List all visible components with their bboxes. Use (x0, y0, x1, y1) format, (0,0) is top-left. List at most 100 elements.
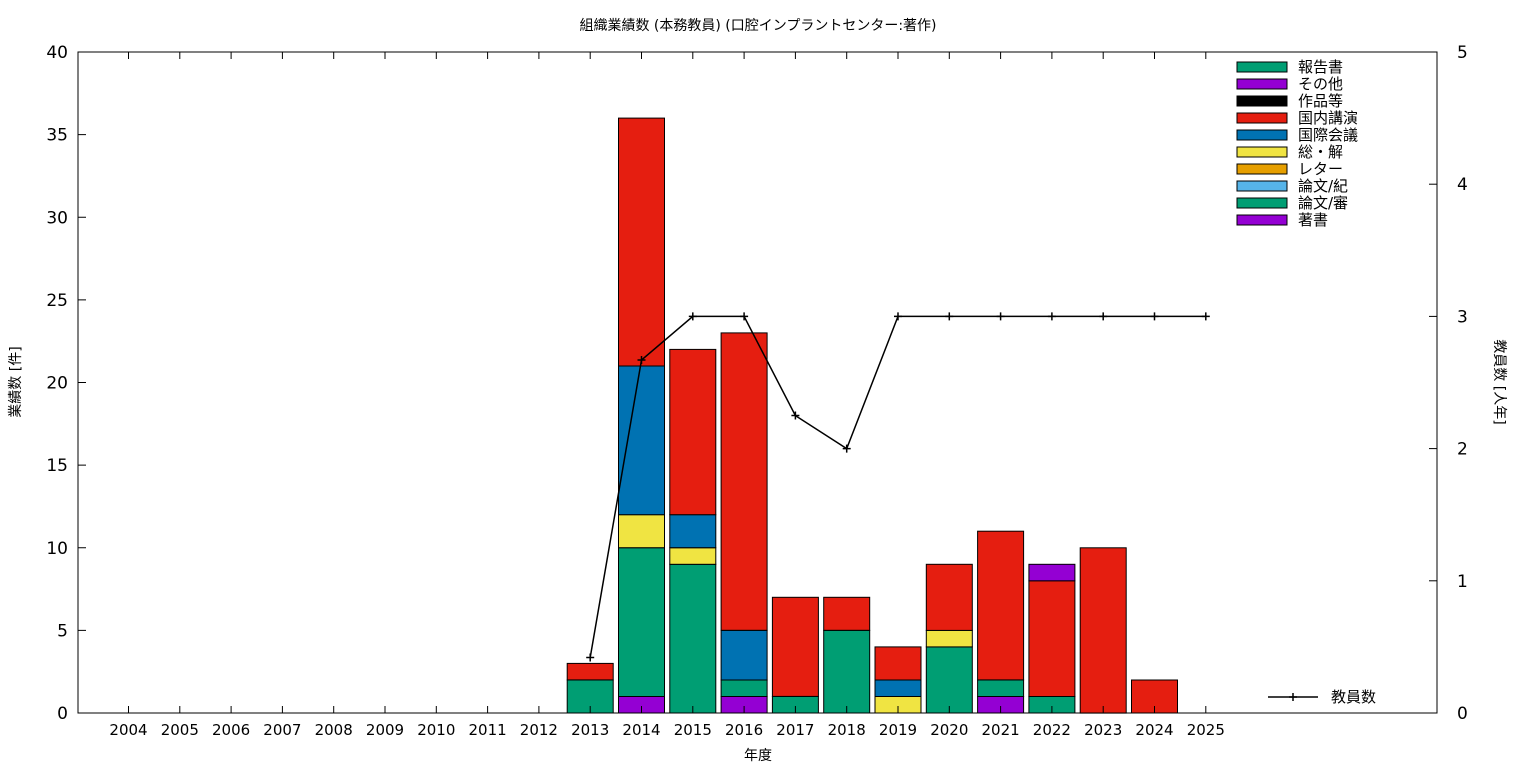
line-point-2018 (842, 444, 851, 453)
y2-tick-label: 5 (1457, 43, 1468, 63)
y-tick-label: 20 (46, 374, 68, 394)
x-tick-label: 2024 (1135, 721, 1173, 739)
x-tick-label: 2014 (622, 721, 660, 739)
y2-tick-label: 1 (1457, 572, 1468, 592)
bar-2022-8 (1028, 563, 1076, 582)
legend-line-marker (1289, 693, 1297, 701)
bar-2020-4 (925, 629, 973, 648)
x-tick-label: 2018 (828, 721, 866, 739)
legend-swatch (1236, 112, 1288, 124)
legend-label: その他 (1298, 75, 1343, 93)
legend-label: 著書 (1298, 211, 1328, 229)
legend-label: 国内講演 (1298, 109, 1358, 127)
line-point-2015 (688, 312, 697, 321)
x-tick-label: 2007 (263, 721, 301, 739)
y2-tick-label: 3 (1457, 307, 1468, 327)
bar-2014-4 (618, 514, 665, 549)
bar-2016-5 (720, 629, 768, 681)
y2-axis-label: 教員数 [人年] (1491, 339, 1507, 424)
x-tick-label: 2004 (109, 721, 147, 739)
x-axis-label: 年度 (744, 748, 772, 764)
bars-layer (566, 117, 1178, 714)
line-point-2020 (945, 312, 954, 321)
x-tick-label: 2021 (982, 721, 1020, 739)
line-point-2025 (1201, 312, 1210, 321)
x-tick-label: 2023 (1084, 721, 1122, 739)
legend-label: 作品等 (1298, 92, 1343, 110)
legend-label: 報告書 (1298, 58, 1343, 76)
bar-2017-6 (771, 596, 819, 697)
bar-2015-4 (669, 547, 717, 565)
y-axis-label: 業績数 [件] (8, 346, 24, 417)
y-tick-label: 0 (57, 704, 68, 724)
x-tick-label: 2008 (315, 721, 353, 739)
line-point-2014 (637, 356, 646, 365)
bar-2021-6 (977, 530, 1025, 681)
y-tick-label: 40 (46, 43, 68, 63)
legend-swatch (1236, 180, 1288, 192)
legend-swatch (1236, 95, 1288, 107)
legend-swatch (1236, 129, 1288, 141)
bar-2018-6 (823, 596, 871, 631)
line-layer (586, 312, 1210, 662)
bar-2023-6 (1079, 547, 1127, 714)
bar-2013-6 (566, 662, 614, 681)
legend-swatch (1236, 78, 1288, 90)
legend-swatch (1236, 61, 1288, 73)
line-point-2019 (894, 312, 902, 321)
line-point-2016 (740, 312, 749, 321)
bar-2015-6 (669, 348, 717, 516)
x-tick-label: 2006 (212, 721, 250, 739)
bar-2016-1 (720, 679, 768, 697)
bar-2015-1 (669, 563, 717, 714)
bar-2020-6 (925, 563, 973, 631)
x-tick-label: 2013 (571, 721, 609, 739)
line-point-2021 (996, 312, 1005, 321)
legend-label: レター (1298, 160, 1343, 178)
legend-label: 国際会議 (1298, 126, 1358, 144)
legend-label: 論文/審 (1298, 194, 1348, 212)
y-tick-label: 30 (46, 208, 68, 228)
bar-2014-1 (618, 547, 665, 697)
y-tick-label: 35 (46, 126, 68, 146)
bar-2015-5 (669, 514, 717, 549)
x-tick-label: 2005 (161, 721, 199, 739)
y2-tick-label: 0 (1457, 704, 1468, 724)
x-tick-label: 2019 (879, 721, 917, 739)
line-point-2022 (1047, 312, 1056, 321)
line-point-2024 (1150, 312, 1159, 321)
bar-2019-6 (874, 646, 922, 681)
x-tick-label: 2025 (1187, 721, 1225, 739)
legend-line-label: 教員数 (1331, 688, 1376, 706)
bar-2016-6 (720, 332, 768, 631)
legend-swatch (1236, 197, 1288, 209)
y-tick-label: 10 (46, 539, 68, 559)
x-tick-label: 2011 (469, 721, 507, 739)
legend-swatch (1236, 146, 1288, 158)
x-tick-label: 2017 (776, 721, 814, 739)
x-tick-label: 2020 (930, 721, 968, 739)
y2-tick-label: 4 (1457, 175, 1468, 195)
legend-label: 論文/紀 (1298, 177, 1348, 195)
bar-2021-1 (977, 679, 1025, 697)
chart-title: 組織業績数 (本務教員) (口腔インプラントセンター:著作) (579, 18, 936, 34)
bar-2014-5 (618, 365, 665, 516)
bar-2018-1 (823, 629, 871, 714)
x-tick-label: 2009 (366, 721, 404, 739)
line-point-2017 (791, 411, 800, 420)
x-tick-label: 2010 (417, 721, 455, 739)
bar-2014-6 (618, 117, 665, 367)
legend-swatch (1236, 163, 1288, 175)
line-point-2023 (1099, 312, 1108, 321)
legend-label: 総・解 (1298, 143, 1343, 161)
y-tick-label: 5 (57, 621, 68, 641)
bar-2020-1 (925, 646, 973, 714)
bar-2022-6 (1028, 580, 1076, 697)
y-tick-label: 25 (46, 291, 68, 311)
x-tick-label: 2015 (674, 721, 712, 739)
y-tick-label: 15 (46, 456, 68, 476)
x-tick-label: 2022 (1033, 721, 1071, 739)
